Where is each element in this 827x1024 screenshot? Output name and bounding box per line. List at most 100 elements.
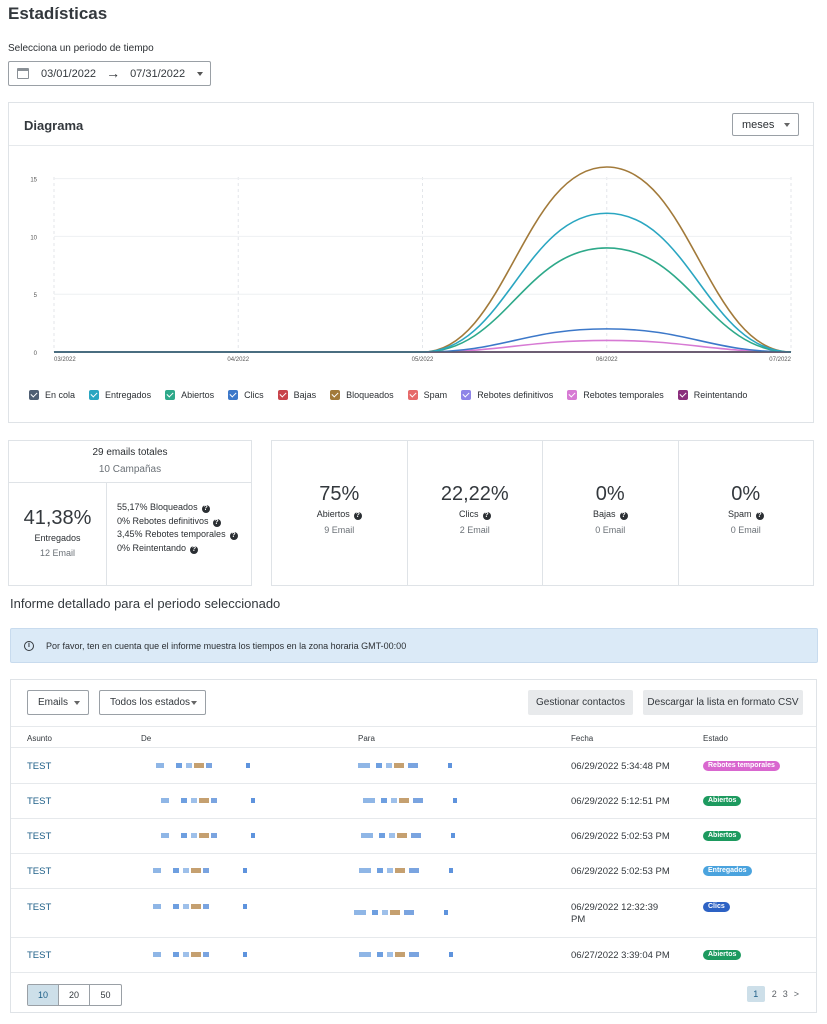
- legend-item[interactable]: Spam: [407, 389, 448, 401]
- breakdown-item: 3,45% Rebotes temporales?: [117, 529, 238, 540]
- help-icon[interactable]: ?: [201, 505, 210, 513]
- page-link-current[interactable]: 1: [746, 986, 765, 1002]
- page-link[interactable]: 2: [771, 989, 777, 999]
- checkbox-icon[interactable]: [677, 390, 688, 400]
- chart-header: Diagrama meses: [9, 103, 813, 146]
- checkbox-icon[interactable]: [330, 390, 341, 400]
- table-row[interactable]: TEST 06/29/2022 12:32:39 PM Clics: [11, 889, 816, 938]
- help-icon[interactable]: ?: [229, 532, 238, 540]
- granularity-select[interactable]: meses: [732, 113, 799, 136]
- report-table-panel: Emails Todos los estados Gestionar conta…: [10, 679, 817, 1013]
- status-badge: Clics: [703, 902, 730, 912]
- table-row[interactable]: TEST 06/27/2022 3:39:04 PM Abiertos: [11, 938, 816, 973]
- breakdown-item: 55,17% Bloqueados?: [117, 502, 210, 513]
- download-csv-button[interactable]: Descargar la lista en formato CSV: [643, 690, 803, 715]
- row-subject[interactable]: TEST: [27, 902, 52, 913]
- arrow-right-icon: →: [106, 65, 121, 81]
- checkbox-icon[interactable]: [165, 390, 176, 400]
- chevron-down-icon: [74, 701, 80, 705]
- table-row[interactable]: TEST 06/29/2022 5:12:51 PM Abiertos: [11, 784, 816, 819]
- legend-item[interactable]: Bajas: [277, 389, 317, 401]
- legend-item[interactable]: Abiertos: [165, 389, 214, 401]
- row-subject[interactable]: TEST: [27, 796, 52, 807]
- legend-item[interactable]: Bloqueados: [330, 389, 394, 401]
- metric-label: Bajas?: [592, 509, 628, 520]
- chart-legend: En cola Entregados Abiertos Clics Bajas Bloqu…: [29, 389, 789, 403]
- chevron-down-icon: [191, 701, 197, 705]
- column-header[interactable]: Para: [358, 734, 375, 743]
- column-header[interactable]: Estado: [703, 734, 728, 743]
- next-page-icon[interactable]: >: [793, 989, 799, 999]
- checkbox-icon[interactable]: [277, 390, 288, 400]
- row-subject[interactable]: TEST: [27, 866, 52, 877]
- chart-panel: Diagrama meses 0 5 10 15 03/2022 04/2022 05/20…: [8, 102, 814, 423]
- checkbox-icon[interactable]: [29, 390, 39, 400]
- metric-count: 0 Email: [595, 525, 626, 535]
- legend-item[interactable]: Clics: [228, 389, 264, 401]
- checkbox-icon[interactable]: [228, 390, 239, 400]
- legend-label: Rebotes temporales: [583, 390, 664, 400]
- status-badge: Abiertos: [703, 796, 742, 806]
- metric-label: Clics?: [459, 509, 491, 520]
- x-tick-label: 04/2022: [227, 357, 249, 363]
- legend-label: Spam: [423, 390, 448, 400]
- column-header[interactable]: Asunto: [27, 734, 52, 743]
- summary-header: 29 emails totales 10 Campañas: [9, 441, 251, 483]
- page-link[interactable]: 3: [782, 989, 788, 999]
- row-date: 06/29/2022 5:34:48 PM: [571, 761, 670, 772]
- status-badge: Abiertos: [703, 950, 742, 960]
- metric-clicks: 22,22% Clics? 2 Email: [408, 441, 543, 585]
- delivered-pct: 41,38%: [23, 507, 92, 529]
- emails-filter[interactable]: Emails: [27, 690, 89, 715]
- row-subject[interactable]: TEST: [27, 950, 52, 961]
- date-range-picker[interactable]: 03/01/2022 → 07/31/2022: [8, 61, 211, 86]
- row-date: 06/29/2022 5:02:53 PM: [571, 866, 670, 877]
- column-header[interactable]: De: [141, 734, 152, 743]
- series-line-bloqueados: [54, 166, 792, 353]
- page-size-option[interactable]: 50: [100, 990, 111, 1000]
- x-tick-label: 03/2022: [54, 357, 76, 363]
- column-header[interactable]: Fecha: [571, 734, 594, 743]
- page-title: Estadísticas: [8, 4, 108, 23]
- chart-title: Diagrama: [24, 118, 84, 133]
- legend-item[interactable]: Rebotes temporales: [567, 389, 664, 401]
- x-tick-label: 05/2022: [412, 357, 434, 363]
- row-date: 06/29/2022 5:12:51 PM: [571, 796, 670, 807]
- start-date: 03/01/2022: [41, 67, 97, 80]
- help-icon[interactable]: ?: [482, 512, 491, 520]
- granularity-value: meses: [742, 118, 775, 131]
- metric-count: 9 Email: [324, 525, 355, 535]
- table-row[interactable]: TEST 06/29/2022 5:34:48 PM Rebotes tempo…: [11, 748, 816, 784]
- page-size-option[interactable]: 10: [28, 985, 59, 1005]
- help-icon[interactable]: ?: [353, 512, 362, 520]
- legend-item[interactable]: Reintentando: [677, 389, 748, 401]
- checkbox-icon[interactable]: [407, 390, 418, 400]
- metric-spam: 0% Spam? 0 Email: [679, 441, 814, 585]
- legend-item[interactable]: En cola: [29, 389, 75, 401]
- help-icon[interactable]: ?: [755, 512, 764, 520]
- checkbox-icon[interactable]: [89, 390, 100, 400]
- manage-contacts-button[interactable]: Gestionar contactos: [528, 690, 633, 715]
- legend-label: Reintentando: [693, 390, 748, 400]
- campaign-count: 10 Campañas: [98, 464, 162, 475]
- metric-unsubscribes: 0% Bajas? 0 Email: [543, 441, 679, 585]
- legend-item[interactable]: Entregados: [89, 389, 151, 401]
- help-icon[interactable]: ?: [212, 518, 221, 527]
- legend-label: Rebotes definitivos: [477, 390, 554, 400]
- info-icon: i: [24, 640, 34, 651]
- legend-item[interactable]: Rebotes definitivos: [461, 389, 553, 401]
- delivered-count: 12 Email: [39, 548, 75, 558]
- table-row[interactable]: TEST 06/29/2022 5:02:53 PM Abiertos: [11, 819, 816, 854]
- calendar-icon: [17, 68, 29, 79]
- legend-label: Bajas: [293, 390, 317, 400]
- page-size-option[interactable]: 20: [59, 985, 90, 1005]
- row-subject[interactable]: TEST: [27, 761, 52, 772]
- table-row[interactable]: TEST 06/29/2022 5:02:53 PM Entregados: [11, 854, 816, 889]
- help-icon[interactable]: ?: [190, 545, 199, 554]
- page-size-selector: 10 20 50: [27, 984, 122, 1006]
- help-icon[interactable]: ?: [619, 512, 628, 520]
- status-filter[interactable]: Todos los estados: [99, 690, 206, 715]
- checkbox-icon[interactable]: [461, 390, 472, 400]
- row-subject[interactable]: TEST: [27, 831, 52, 842]
- checkbox-icon[interactable]: [567, 390, 578, 400]
